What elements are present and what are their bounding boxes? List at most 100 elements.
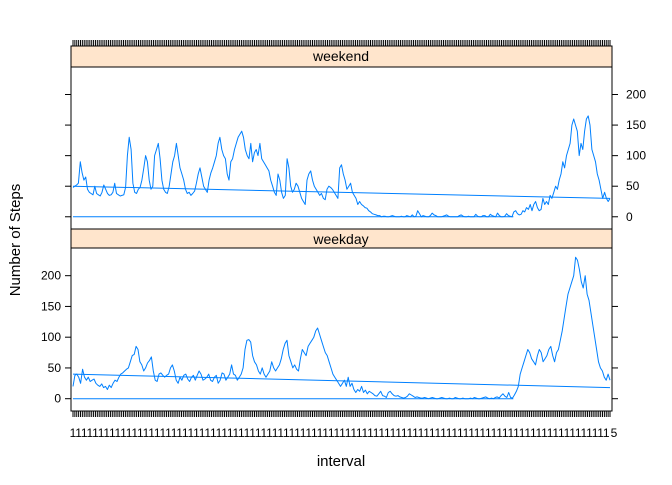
x-tick-label: 1 — [109, 426, 116, 440]
x-tick-label: 1 — [530, 426, 537, 440]
x-tick-label: 1 — [148, 426, 155, 440]
strip-label-weekend: weekend — [312, 48, 369, 64]
x-tick-label: 1 — [378, 426, 385, 440]
x-tick-label: 1 — [272, 426, 279, 440]
x-tick-label: 1 — [446, 426, 453, 440]
x-tick-label: 1 — [339, 426, 346, 440]
y-tick-label-weekday-200: 200 — [41, 269, 61, 283]
x-tick-label: 1 — [412, 426, 419, 440]
x-tick-label: 1 — [131, 426, 138, 440]
x-tick-label: 1 — [199, 426, 206, 440]
x-tick-label: 1 — [362, 426, 369, 440]
y-tick-label-weekend-100: 100 — [626, 149, 646, 163]
y-tick-label-weekday-0: 0 — [54, 392, 61, 406]
x-tick-label: 1 — [221, 426, 228, 440]
y-axis-title: Number of Steps — [7, 184, 24, 297]
x-tick-label: 1 — [249, 426, 256, 440]
x-tick-label: 1 — [423, 426, 430, 440]
x-tick-label: 1 — [373, 426, 380, 440]
trend-line-weekday — [72, 373, 611, 389]
x-tick-label: 1 — [418, 426, 425, 440]
x-tick-label: 1 — [188, 426, 195, 440]
x-axis-title: interval — [317, 453, 365, 470]
panel-weekday — [70, 247, 613, 412]
x-tick-label: 1 — [429, 426, 436, 440]
x-tick-label: 1 — [401, 426, 408, 440]
x-tick-label: 1 — [457, 426, 464, 440]
x-tick-label: 1 — [300, 426, 307, 440]
x-tick-label: 1 — [463, 426, 470, 440]
x-tick-label: 1 — [98, 426, 105, 440]
x-tick-label: 1 — [440, 426, 447, 440]
x-tick-label: 1 — [496, 426, 503, 440]
x-tick-label: 1 — [580, 426, 587, 440]
y-tick-label-weekend-50: 50 — [626, 179, 640, 193]
x-tick-label: 1 — [277, 426, 284, 440]
x-tick-label: 1 — [564, 426, 571, 440]
x-tick-label: 1 — [86, 426, 93, 440]
y-tick-label-weekday-150: 150 — [41, 299, 61, 313]
x-tick-label: 1 — [182, 426, 189, 440]
x-tick-label: 1 — [519, 426, 526, 440]
x-tick-label: 1 — [311, 426, 318, 440]
x-tick-label: 1 — [70, 426, 77, 440]
x-tick-label: 1 — [176, 426, 183, 440]
x-tick-label: 1 — [390, 426, 397, 440]
x-tick-label: 1 — [524, 426, 531, 440]
y-tick-label-weekend-0: 0 — [626, 210, 633, 224]
x-tick-label: 1 — [289, 426, 296, 440]
x-tick-label: 1 — [210, 426, 217, 440]
x-tick-label: 1 — [345, 426, 352, 440]
x-tick-label: 1 — [193, 426, 200, 440]
x-tick-label: 1 — [227, 426, 234, 440]
series-line-weekday — [72, 256, 611, 400]
x-tick-label: 1 — [165, 426, 172, 440]
x-tick-label: 1 — [317, 426, 324, 440]
series-line-weekend — [72, 115, 611, 218]
panel-weekday-marks — [72, 256, 611, 400]
y-tick-label-weekend-150: 150 — [626, 118, 646, 132]
x-tick-label: 1 — [154, 426, 161, 440]
y-tick-label-weekend-200: 200 — [626, 88, 646, 102]
x-tick-label: 1 — [103, 426, 110, 440]
trend-line-weekend — [72, 185, 611, 199]
x-tick-label: 1 — [255, 426, 262, 440]
x-tick-label: 1 — [547, 426, 554, 440]
x-tick-label: 1 — [479, 426, 486, 440]
x-tick-label: 1 — [244, 426, 251, 440]
x-tick-label: 1 — [216, 426, 223, 440]
y-axis-right: 0 50 100 150 200 — [65, 88, 646, 224]
x-tick-label: 1 — [558, 426, 565, 440]
panel-weekend-marks — [72, 115, 611, 218]
panel-weekend — [70, 66, 613, 230]
x-tick-label: 1 — [395, 426, 402, 440]
y-tick-label-weekday-100: 100 — [41, 330, 61, 344]
x-tick-label: 1 — [328, 426, 335, 440]
x-tick-label: 1 — [592, 426, 599, 440]
x-tick-label: 1 — [204, 426, 211, 440]
x-tick-label: 1 — [513, 426, 520, 440]
x-tick-label: 1 — [305, 426, 312, 440]
x-tick-label: 1 — [126, 426, 133, 440]
y-axis-left: 0 50 100 150 200 — [41, 269, 618, 406]
x-tick-label: 1 — [115, 426, 122, 440]
x-axis-top-ticks — [72, 40, 611, 46]
y-tick-label-weekday-50: 50 — [48, 361, 62, 375]
x-tick-label: 1 — [75, 426, 82, 440]
x-tick-label: 1 — [575, 426, 582, 440]
x-tick-label: 1 — [569, 426, 576, 440]
x-tick-label: 1 — [485, 426, 492, 440]
x-tick-label: 1 — [406, 426, 413, 440]
x-tick-label: 1 — [143, 426, 150, 440]
x-tick-label: 1 — [507, 426, 514, 440]
x-tick-label: 1 — [266, 426, 273, 440]
x-tick-label: 1 — [597, 426, 604, 440]
x-tick-label: 1 — [536, 426, 543, 440]
x-tick-label: 1 — [333, 426, 340, 440]
x-tick-label: 1 — [137, 426, 144, 440]
x-tick-label: 1 — [491, 426, 498, 440]
x-tick-label: 1 — [350, 426, 357, 440]
x-tick-label: 1 — [92, 426, 99, 440]
x-tick-label: 1 — [451, 426, 458, 440]
